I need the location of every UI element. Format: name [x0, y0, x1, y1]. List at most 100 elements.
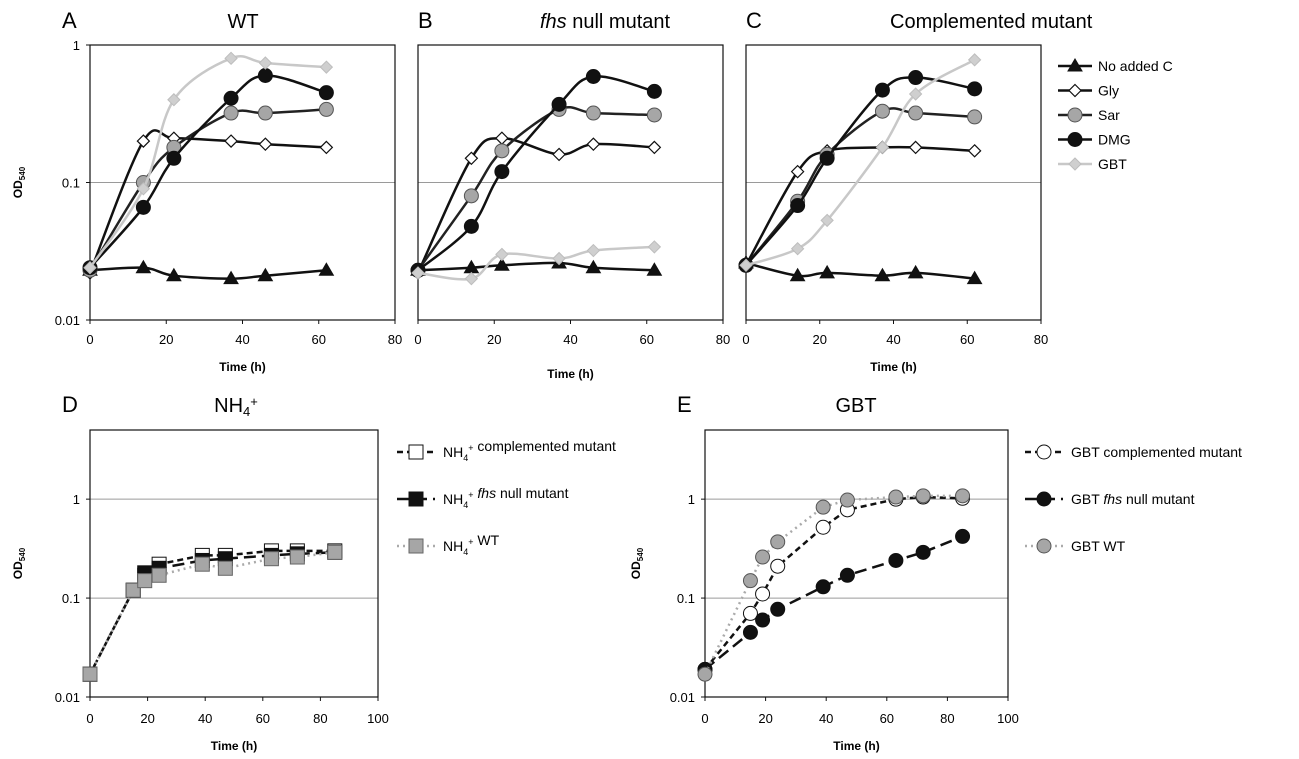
data-point [319, 140, 334, 155]
series-line [416, 136, 655, 274]
data-point [815, 519, 831, 535]
data-point [137, 573, 153, 589]
data-point [646, 107, 662, 123]
data-point [257, 68, 273, 84]
series-line [88, 129, 327, 274]
legend-label: Gly [1098, 83, 1119, 99]
data-point [223, 90, 239, 106]
y-tick-label: 0.01 [670, 690, 695, 705]
x-tick-label: 80 [940, 711, 954, 726]
series-gbt [411, 240, 662, 286]
data-point [908, 87, 923, 101]
data-point [888, 552, 904, 568]
panel-letter: B [418, 8, 433, 33]
data-point [755, 612, 771, 628]
data-point [908, 140, 923, 155]
series-line [88, 549, 335, 675]
series-no-added-c [410, 254, 663, 276]
data-point [874, 267, 891, 282]
panel-D: 0 20 40 60 80 100 0.01 0.1 1 Time (h) OD540 D NH4+ [11, 392, 389, 753]
data-point [411, 266, 425, 280]
series-dmg [82, 68, 334, 276]
data-point [907, 264, 924, 279]
series-line [417, 261, 655, 272]
series-line [88, 108, 327, 271]
panel-letter: E [677, 392, 692, 417]
data-point [494, 143, 510, 159]
data-point [257, 105, 273, 121]
plot-frame [89, 429, 379, 698]
series-line [703, 494, 963, 675]
x-tick-label: 20 [758, 711, 772, 726]
series-line [744, 145, 975, 266]
series-dmg [738, 70, 983, 273]
data-point [263, 551, 279, 567]
data-point [742, 624, 758, 640]
data-point [82, 666, 98, 682]
x-axis-label: Time (h) [219, 360, 265, 374]
legend-label: NH4+ complemented mutant [443, 438, 616, 463]
data-point [770, 558, 786, 574]
series-gbt-wt [697, 488, 971, 682]
legend-abc: No added C Gly Sar DMG GBT [1058, 58, 1173, 172]
data-point [327, 544, 343, 560]
data-point [464, 151, 479, 166]
x-tick-label: 0 [701, 711, 708, 726]
legend-marker [1067, 107, 1083, 123]
x-tick-label: 40 [235, 332, 249, 347]
data-point [135, 199, 151, 215]
legend-label: GBT complemented mutant [1071, 444, 1242, 460]
x-tick-label: 0 [414, 332, 421, 347]
data-point [166, 150, 182, 166]
y-axis-label: OD540 [11, 547, 27, 579]
x-tick-label: 80 [1034, 332, 1048, 347]
data-point [697, 666, 713, 682]
panel-title: GBT [835, 395, 876, 417]
series-line [416, 105, 655, 271]
data-point [790, 241, 805, 256]
data-point [495, 131, 509, 146]
series-line [88, 551, 335, 675]
data-point [647, 140, 662, 155]
series-gbt-complemented-mutant [697, 489, 971, 677]
data-point [585, 105, 601, 121]
y-tick-label: 0.1 [677, 591, 695, 606]
series-gly [739, 140, 982, 273]
data-point [257, 267, 274, 282]
series-gbt [83, 51, 334, 275]
data-point [551, 96, 567, 112]
data-point [125, 582, 141, 598]
data-point [770, 601, 786, 617]
legend-marker [1036, 538, 1052, 554]
series-line [88, 55, 327, 269]
data-point [136, 134, 151, 148]
series-no-added-c [738, 254, 983, 285]
panel-title: fhs null mutant [540, 11, 671, 33]
x-tick-label: 100 [997, 711, 1019, 726]
series-line [89, 266, 327, 280]
panel-letter: A [62, 8, 77, 33]
series-sar [738, 103, 983, 273]
series-dmg [410, 69, 662, 278]
series-line [745, 76, 975, 267]
data-point [494, 257, 510, 271]
data-point [463, 218, 479, 234]
data-point [224, 51, 238, 66]
data-point [318, 85, 334, 101]
data-point [464, 271, 479, 286]
data-point [552, 147, 566, 162]
legend-marker [1067, 58, 1083, 72]
series-line [704, 495, 963, 671]
y-tick-label: 1 [73, 38, 80, 53]
data-point [967, 53, 982, 67]
legend-D: NH4+ complemented mutant NH4+ fhs null mu… [397, 438, 616, 557]
y-tick-label: 0.1 [62, 176, 80, 191]
x-axis-label: Time (h) [211, 739, 257, 753]
data-point [463, 188, 479, 204]
data-point [585, 259, 602, 274]
data-point [915, 544, 931, 560]
y-tick-label: 0.01 [55, 690, 80, 705]
data-point [194, 556, 210, 572]
data-point [739, 258, 753, 272]
